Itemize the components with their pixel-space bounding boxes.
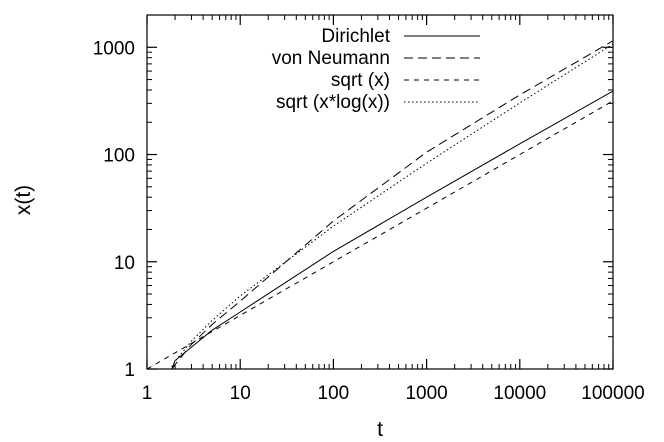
x-axis-title: t: [377, 418, 383, 441]
legend-label: Dirichlet: [321, 26, 390, 47]
legend-label: von Neumann: [272, 48, 390, 69]
x-tick-label: 100000: [581, 383, 644, 404]
legend-label: sqrt (x*log(x)): [276, 92, 390, 113]
plot-frame: [146, 14, 614, 370]
y-tick-label: 1: [124, 360, 135, 381]
x-tick-label: 10000: [493, 383, 546, 404]
x-tick-label: 10: [230, 383, 251, 404]
legend-label: sqrt (x): [331, 70, 390, 91]
x-tick-label: 1: [142, 383, 153, 404]
x-tick-label: 100: [318, 383, 350, 404]
y-tick-label: 10: [114, 253, 135, 274]
series-line-dirichlet: [171, 90, 613, 369]
series-line-sqrt-x: [147, 100, 613, 369]
x-axis: 1 10 100 1000 10000 100000: [142, 15, 645, 404]
x-tick-label: 1000: [405, 383, 447, 404]
y-tick-label: 100: [103, 146, 135, 167]
y-tick-label: 1000: [93, 38, 135, 59]
y-axis: 1 10 100 1000: [93, 14, 613, 381]
y-axis-title: x(t): [12, 185, 35, 215]
series-line-von-neumann: [171, 40, 613, 369]
series-layer: [147, 40, 613, 369]
